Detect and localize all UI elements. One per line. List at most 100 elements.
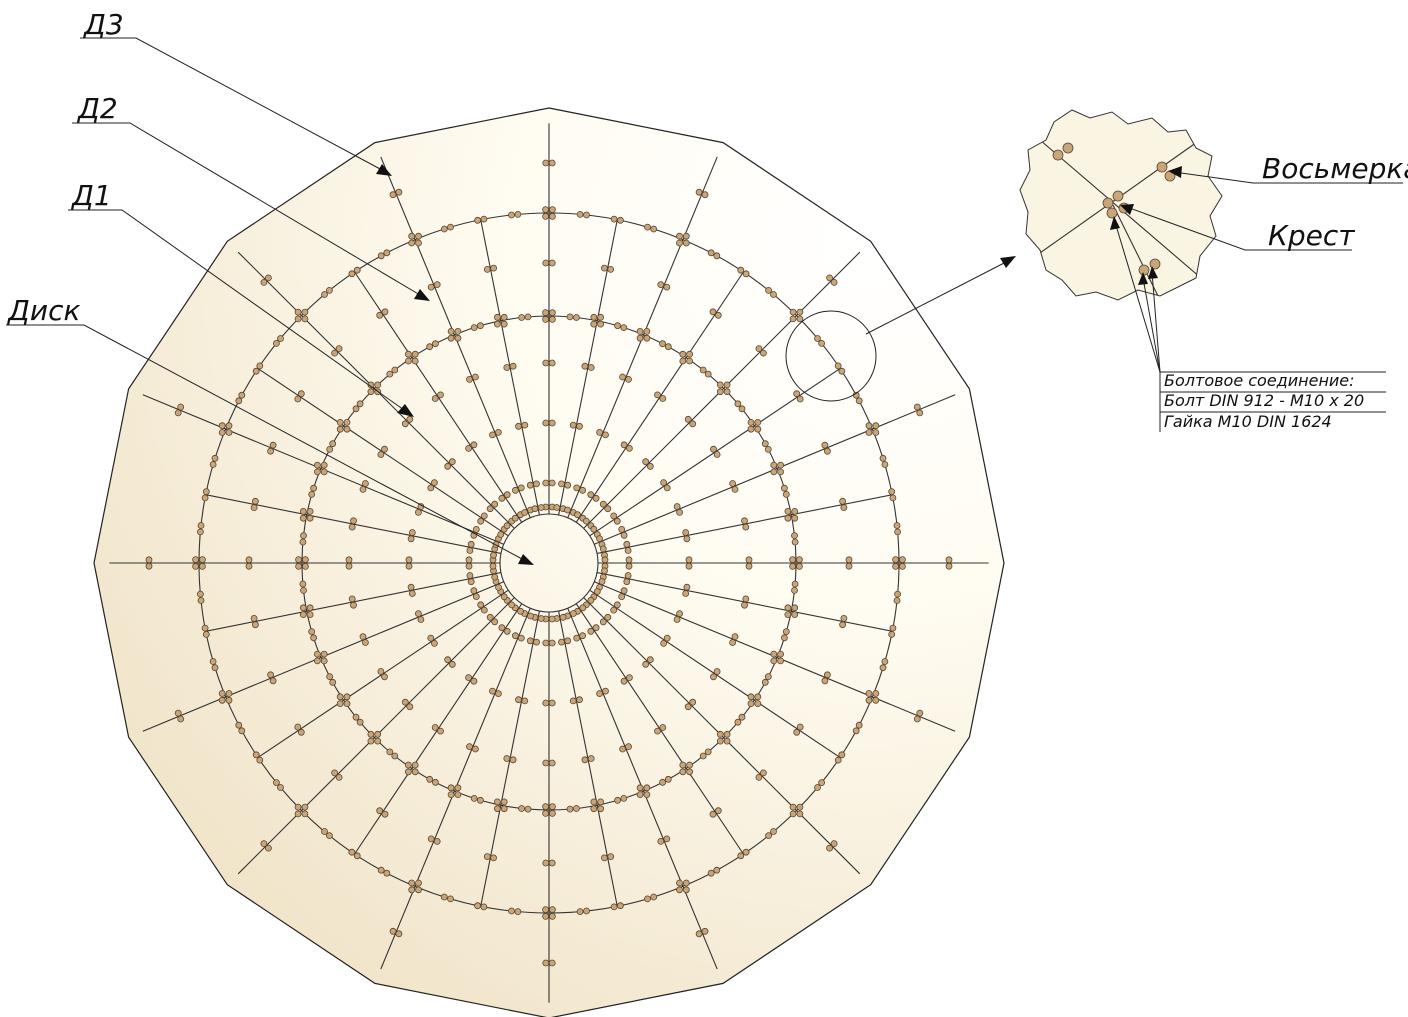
bolt-pair [761, 678, 769, 686]
bolt-cross [313, 461, 321, 469]
bolt-cross [679, 761, 687, 769]
bolt-cross [313, 657, 321, 665]
bolt-pair [558, 480, 565, 488]
bolt-pair [326, 673, 334, 680]
bolt-pair [511, 514, 519, 522]
bolt-cross [636, 334, 644, 342]
bolt-note-nut: Гайка M10 DIN 1624 [1164, 412, 1332, 431]
bolt-cross [643, 334, 651, 342]
bolt-pair [704, 748, 712, 756]
bolt-cross [542, 212, 549, 220]
bolt-pair [350, 517, 357, 525]
bolt-pair [741, 601, 748, 609]
bolt-cross [784, 507, 792, 515]
bolt-pair [574, 511, 581, 519]
bolt-pair [564, 481, 572, 489]
bolt-pair [527, 612, 534, 620]
bolt-cross [374, 381, 382, 389]
bolt-pair [211, 454, 219, 462]
bolt-pair [251, 621, 259, 629]
bolt-pair [734, 400, 742, 408]
bolt-pair [431, 778, 439, 786]
bolt-cross [218, 696, 226, 704]
bolt-pair [491, 573, 499, 581]
bolt-pair [682, 590, 690, 597]
bolt-pair [264, 844, 272, 852]
bolt-pair [426, 775, 434, 783]
bolt-pair [515, 422, 522, 430]
bolt-pair [252, 367, 260, 375]
bolt-pair [573, 805, 580, 812]
bolt-pair [359, 633, 367, 640]
bolt-pair [542, 639, 550, 647]
bolt-pair [542, 859, 550, 867]
bolt-cross [796, 308, 804, 316]
bolt-pair [764, 673, 772, 680]
bolt-pair [299, 580, 307, 588]
bolt-pair [202, 488, 210, 496]
bolt-cross [747, 693, 755, 701]
bolt-pair [391, 752, 399, 760]
bolt-cross [320, 461, 328, 469]
bolt-cross [198, 563, 206, 570]
bolt-cross [404, 357, 412, 365]
bolt-cross [723, 388, 731, 396]
bolt-pair [782, 628, 790, 635]
bolt-pair [548, 359, 556, 367]
bolt-pair [893, 597, 901, 604]
bolt-pair [619, 373, 626, 381]
bolt-pair [601, 264, 608, 272]
bolt-pair [881, 658, 889, 665]
bolt-pair [238, 391, 246, 399]
bolt-cross [777, 650, 784, 658]
bolt-cross [493, 313, 501, 321]
bolt-pair [308, 628, 316, 635]
bolt-pair [821, 441, 829, 449]
bolt-pair [238, 727, 246, 735]
bolt-pair [465, 444, 473, 452]
bolt-pair [579, 486, 586, 494]
bolt-pair [474, 902, 482, 910]
bolt-cross [643, 791, 651, 798]
bolt-pair [548, 479, 556, 487]
bolt-pair [325, 832, 333, 839]
bolt-pair [406, 415, 414, 423]
bolt-pair [599, 618, 607, 626]
bolt-pair [174, 709, 182, 717]
bolt-pair [197, 522, 205, 529]
bolt-pair [710, 673, 717, 681]
bolt-pair [623, 578, 631, 586]
bolt-cross [872, 429, 880, 436]
bolt-pair [781, 484, 788, 492]
bolt-cross [796, 563, 803, 570]
bolt-cross [542, 906, 549, 913]
bolt-pair [256, 756, 264, 764]
bolt-pair [389, 191, 397, 199]
bolt-cross [865, 429, 873, 436]
bolt-cross [374, 730, 382, 738]
bolt-pair [533, 480, 540, 488]
bolt-pair [377, 252, 385, 260]
bolt-pair [601, 556, 609, 564]
bolt-pair [509, 362, 517, 370]
bolt-pair [331, 349, 339, 357]
bolt-pair [573, 484, 581, 492]
bolt-cross [549, 315, 556, 323]
bolt-pair [738, 713, 746, 721]
bolt-pair [361, 480, 369, 487]
bolt-pair [294, 723, 302, 731]
bolt-pair [145, 562, 153, 570]
bolt-pair [742, 523, 750, 531]
bolt-pair [742, 270, 750, 278]
bolt-pair [503, 364, 511, 371]
bolt-pair [791, 587, 798, 594]
bolt-pair [646, 656, 654, 664]
bolt-cross [225, 422, 233, 430]
bolt-pair [731, 485, 739, 493]
bolt-pair [624, 547, 632, 554]
bolt-pair [838, 751, 846, 759]
bolt-pair [508, 211, 515, 219]
bolt-pair [659, 778, 666, 786]
bolt-pair [483, 853, 491, 860]
bolt-pair [517, 634, 525, 642]
